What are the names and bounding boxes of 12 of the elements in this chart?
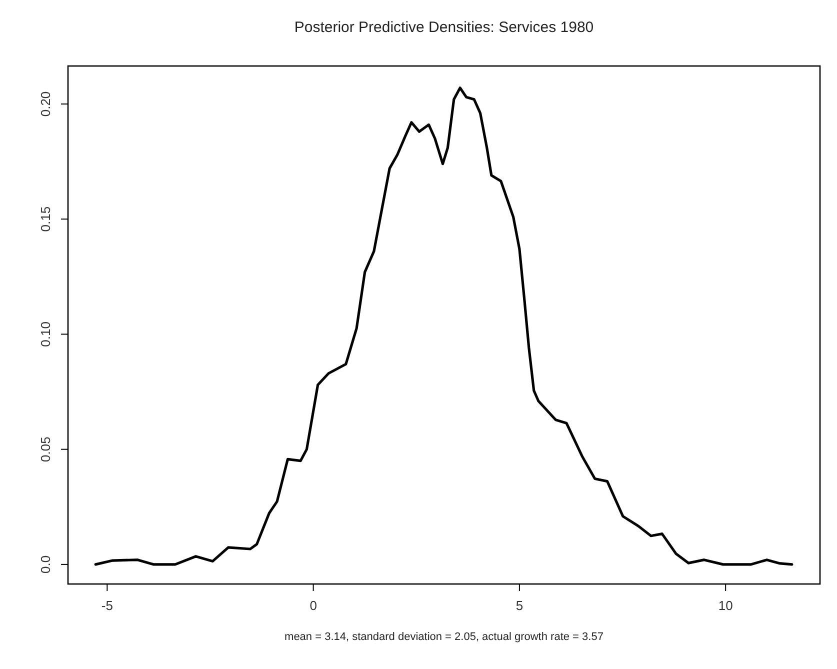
line-series (94, 86, 794, 566)
y-tick-label: 0.05 (38, 436, 53, 462)
chart-title: Posterior Predictive Densities: Services 1980 (294, 19, 594, 36)
x-axis-title: mean = 3.14, standard deviation = 2.05, actual growth rate = 3.57 (284, 631, 604, 643)
x-tick-label: 5 (516, 598, 524, 613)
x-tick-label: -5 (101, 598, 113, 613)
x-tick-label: 0 (310, 598, 317, 613)
x-tick-label: 10 (718, 598, 733, 613)
y-tick-label: 0.15 (38, 206, 53, 232)
y-tick-label: 0.20 (38, 91, 53, 117)
y-tick-label: 0.10 (38, 322, 53, 347)
y-tick-label: 0.0 (38, 555, 53, 574)
